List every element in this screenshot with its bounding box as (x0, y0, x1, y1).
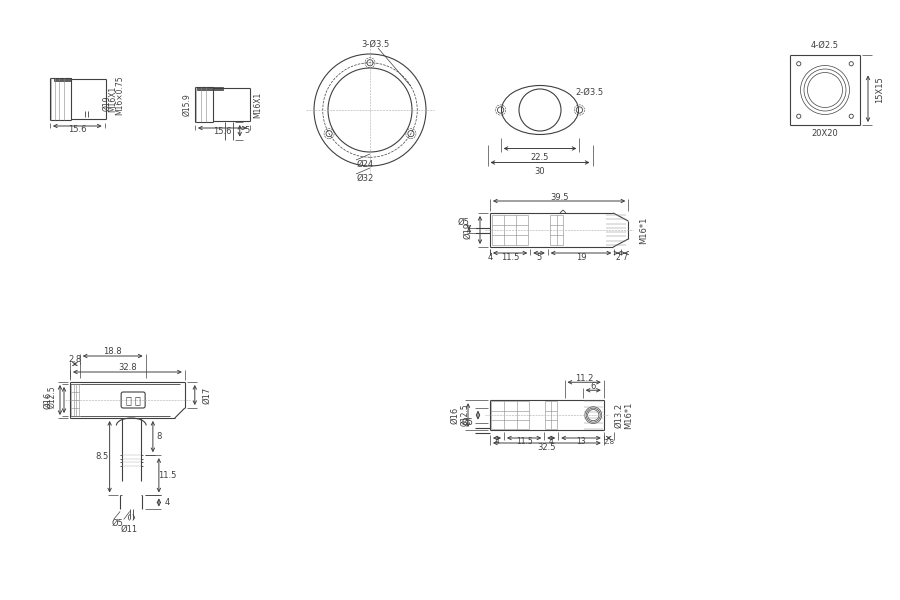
Text: M16×0.75: M16×0.75 (115, 75, 124, 115)
Text: M16X1: M16X1 (253, 91, 262, 118)
Text: 30: 30 (535, 167, 545, 176)
Text: 32.5: 32.5 (537, 443, 556, 451)
Text: Ø19: Ø19 (464, 221, 472, 239)
Text: Ø5: Ø5 (461, 418, 472, 427)
Text: 2.8: 2.8 (603, 439, 614, 445)
Text: Ø12.5: Ø12.5 (48, 386, 57, 409)
Text: Ø5: Ø5 (457, 217, 469, 226)
Text: 4: 4 (495, 437, 500, 446)
Text: 15.6: 15.6 (68, 124, 86, 133)
Text: 11.5: 11.5 (516, 437, 533, 446)
Text: 6: 6 (590, 382, 596, 391)
Text: 锦 连: 锦 连 (126, 395, 140, 405)
Text: 8: 8 (157, 432, 162, 441)
Text: M16*1: M16*1 (639, 217, 648, 244)
Text: 7: 7 (622, 253, 627, 262)
Text: 15X15: 15X15 (876, 77, 885, 103)
Text: 3-Ø3.5: 3-Ø3.5 (361, 40, 389, 49)
Text: 39.5: 39.5 (550, 193, 569, 202)
Text: 8.5: 8.5 (95, 452, 108, 461)
Text: 11.5: 11.5 (501, 253, 519, 262)
Text: 22.5: 22.5 (531, 153, 549, 162)
Text: Ø19: Ø19 (102, 95, 111, 111)
Text: 5: 5 (245, 126, 250, 135)
Bar (54, 78, 71, 81)
Text: 4: 4 (488, 253, 492, 262)
Text: 4-Ø2.5: 4-Ø2.5 (811, 40, 839, 49)
Text: 18.8: 18.8 (104, 347, 122, 356)
Text: 2-Ø3.5: 2-Ø3.5 (575, 88, 603, 97)
Text: 2.8: 2.8 (68, 355, 82, 364)
Text: 19: 19 (576, 253, 586, 262)
Text: M16*1: M16*1 (625, 401, 634, 429)
Text: 11.5: 11.5 (158, 471, 176, 480)
Text: 20X20: 20X20 (812, 128, 839, 137)
Text: Ø16: Ø16 (43, 391, 52, 409)
Text: Ø17: Ø17 (202, 386, 211, 404)
Text: Ø12.5: Ø12.5 (461, 404, 470, 427)
Text: 5: 5 (536, 253, 542, 262)
Text: Ø13.2: Ø13.2 (614, 403, 623, 428)
Text: Ø32: Ø32 (356, 173, 374, 182)
Text: Ø24: Ø24 (356, 160, 374, 169)
Bar (197, 86, 223, 90)
Text: M16X1: M16X1 (108, 86, 117, 112)
Text: 13: 13 (576, 437, 586, 446)
Text: 32.8: 32.8 (118, 364, 137, 373)
Text: 11.2: 11.2 (575, 374, 593, 383)
Text: 15.6: 15.6 (213, 127, 231, 136)
Text: 4: 4 (549, 437, 554, 446)
Text: Ø11: Ø11 (121, 525, 138, 534)
Text: Ø5: Ø5 (112, 519, 123, 528)
Text: 4: 4 (164, 498, 169, 507)
Text: Ø15.9: Ø15.9 (183, 93, 192, 116)
Text: Ø16: Ø16 (451, 407, 460, 424)
Text: 2: 2 (616, 253, 620, 262)
